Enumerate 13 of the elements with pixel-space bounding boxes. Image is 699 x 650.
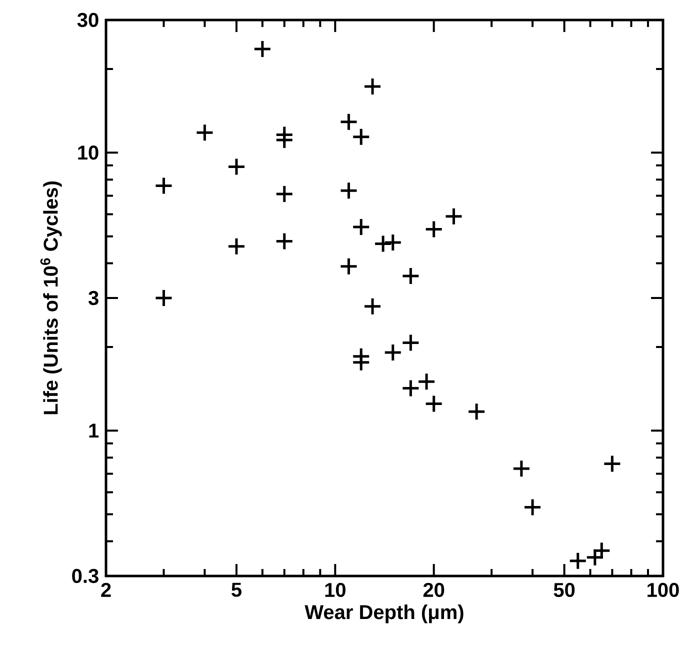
x-tick-label: 2 <box>101 582 111 597</box>
y-tick-label: 3 <box>88 290 98 306</box>
x-tick-label: 10 <box>325 582 346 598</box>
x-tick-label: 100 <box>648 582 679 598</box>
y-tick-label: 30 <box>77 12 98 28</box>
x-tick-label: 50 <box>554 582 575 598</box>
y-axis-title: Life (Units of 10$^{6}$ Cycles) <box>40 182 62 414</box>
x-tick-label: 20 <box>423 582 444 598</box>
y-tick-label: 10 <box>78 146 98 160</box>
y-tick-label: 1 <box>89 424 99 438</box>
x-tick-label: 5 <box>232 582 242 597</box>
y-tick-label: 0.3 <box>72 568 98 584</box>
x-axis-title: Wear Depth (μm) <box>304 604 464 624</box>
